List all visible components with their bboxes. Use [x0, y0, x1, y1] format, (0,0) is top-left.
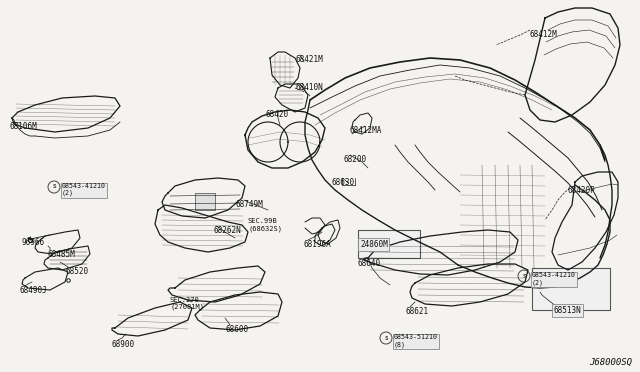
Text: 68420: 68420 — [265, 110, 288, 119]
Text: 68749M: 68749M — [236, 200, 264, 209]
Text: 08543-41210
(2): 08543-41210 (2) — [62, 183, 106, 196]
Text: 68630: 68630 — [332, 178, 355, 187]
Text: SEC.270
(27081M): SEC.270 (27081M) — [170, 297, 204, 311]
Text: 68412M: 68412M — [530, 30, 557, 39]
Bar — [532, 268, 610, 310]
Text: 68513N: 68513N — [554, 306, 582, 315]
Text: 68621: 68621 — [405, 307, 428, 316]
Polygon shape — [195, 193, 215, 210]
Text: 68262N: 68262N — [213, 226, 241, 235]
Text: S: S — [384, 336, 388, 340]
Text: S: S — [522, 273, 525, 279]
Text: SEC.99B
(68632S): SEC.99B (68632S) — [248, 218, 282, 231]
Text: S: S — [52, 185, 56, 189]
Text: 08543-51210
(8): 08543-51210 (8) — [394, 334, 438, 347]
Text: 68412MA: 68412MA — [349, 126, 381, 135]
Text: 68200: 68200 — [344, 155, 367, 164]
Text: 24860M: 24860M — [360, 240, 388, 249]
Text: 68485M: 68485M — [48, 250, 76, 259]
Bar — [358, 230, 420, 258]
Text: 68410N: 68410N — [296, 83, 324, 92]
Text: 68420P: 68420P — [568, 186, 596, 195]
Text: 96966: 96966 — [22, 238, 45, 247]
Text: 68640: 68640 — [358, 259, 381, 268]
Text: J68000SQ: J68000SQ — [589, 358, 632, 367]
Text: 68196A: 68196A — [303, 240, 331, 249]
Text: 68520: 68520 — [66, 267, 89, 276]
Text: 68106M: 68106M — [10, 122, 38, 131]
Text: 08543-41210
(2): 08543-41210 (2) — [532, 272, 576, 285]
Text: 68421M: 68421M — [296, 55, 324, 64]
Text: 68600: 68600 — [226, 325, 249, 334]
Text: 68490J: 68490J — [19, 286, 47, 295]
Text: 68900: 68900 — [112, 340, 135, 349]
